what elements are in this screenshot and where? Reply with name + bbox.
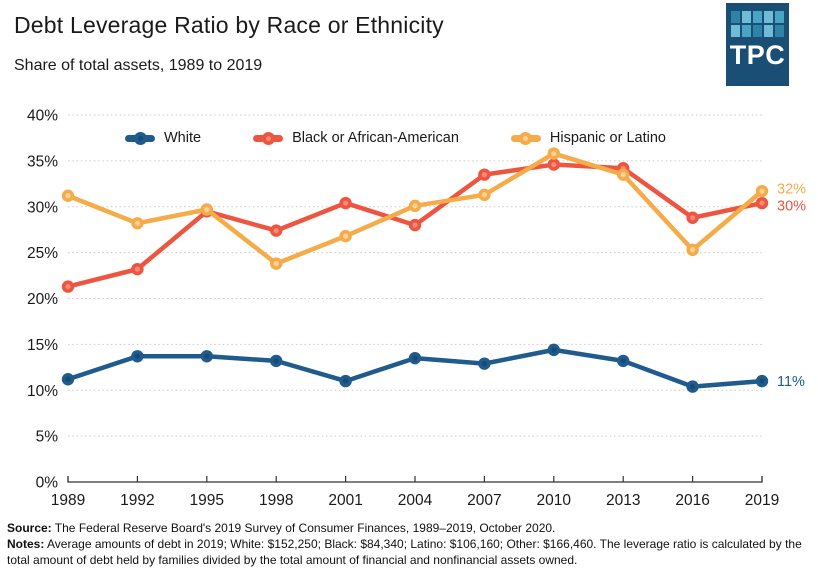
notes-label: Notes:	[7, 537, 45, 551]
legend-line-marker-icon	[125, 131, 155, 145]
chart-subtitle: Share of total assets, 1989 to 2019	[14, 57, 263, 74]
data-point-center	[204, 206, 210, 213]
chart-legend: White Black or African-American Hispanic o…	[125, 130, 666, 146]
logo-tile	[764, 25, 773, 37]
data-point-center	[551, 150, 557, 157]
y-tick-label: 20%	[27, 291, 58, 308]
legend-line-marker-icon	[253, 131, 284, 145]
x-tick-label: 1989	[51, 492, 85, 509]
source-text: The Federal Reserve Board's 2019 Survey …	[51, 521, 556, 535]
y-tick-label: 25%	[27, 245, 58, 262]
series-end-label: 11%	[777, 374, 805, 390]
tpc-logo: TPC	[726, 3, 789, 86]
series-end-label: 32%	[777, 182, 806, 198]
x-tick-label: 2001	[328, 492, 362, 509]
data-point-center	[481, 192, 487, 198]
x-tick-label: 2019	[745, 492, 779, 509]
y-tick-label: 0%	[36, 475, 59, 492]
data-point-center	[134, 353, 140, 359]
data-point-center	[551, 161, 557, 168]
logo-tile	[742, 25, 751, 37]
x-tick-label: 2010	[537, 492, 572, 509]
data-point-center	[690, 383, 696, 390]
series-end-label: 30%	[777, 199, 806, 215]
logo-tile	[753, 11, 762, 23]
data-point-center	[273, 358, 279, 364]
y-tick-label: 10%	[27, 383, 58, 400]
tpc-logo-text: TPC	[729, 40, 786, 70]
data-point-center	[481, 172, 487, 178]
x-tick-label: 2004	[398, 492, 433, 509]
x-tick-label: 1992	[120, 492, 154, 509]
tpc-logo-tiles-icon	[731, 11, 784, 37]
data-point-center	[343, 378, 349, 384]
data-point-center	[134, 220, 140, 226]
data-point-center	[759, 188, 765, 194]
logo-tile	[775, 11, 784, 23]
y-tick-label: 35%	[27, 153, 58, 170]
data-point-center	[620, 172, 626, 178]
logo-tile	[742, 11, 751, 23]
logo-tile	[764, 11, 773, 23]
x-tick-label: 2013	[606, 492, 640, 509]
logo-tile	[731, 11, 740, 23]
data-point-center	[343, 233, 349, 239]
legend-label: Black or African-American	[292, 130, 459, 146]
logo-tile	[753, 25, 762, 37]
data-point-center	[65, 283, 71, 290]
data-point-center	[412, 203, 418, 209]
legend-item-hispanic-or-latino: Hispanic or Latino	[510, 130, 666, 146]
y-tick-label: 5%	[36, 429, 59, 446]
data-point-center	[620, 358, 626, 364]
source-label: Source:	[7, 521, 52, 535]
logo-tile	[775, 25, 784, 37]
footer-source: Source: The Federal Reserve Board's 2019…	[7, 520, 803, 536]
data-point-center	[412, 222, 418, 228]
footer-notes: Notes: Average amounts of debt in 2019; …	[7, 536, 803, 568]
legend-item-white: White	[125, 130, 201, 146]
data-point-center	[273, 228, 279, 234]
x-tick-label: 1998	[259, 492, 293, 509]
data-point-center	[759, 378, 765, 384]
data-point-center	[134, 266, 140, 272]
y-tick-label: 30%	[27, 199, 58, 216]
y-tick-label: 15%	[27, 337, 58, 354]
data-point-center	[481, 361, 487, 367]
y-tick-label: 40%	[27, 108, 58, 125]
x-tick-label: 2016	[675, 492, 709, 509]
data-point-center	[273, 261, 279, 267]
data-point-center	[343, 200, 349, 206]
data-point-center	[65, 376, 71, 382]
data-point-center	[690, 215, 696, 221]
logo-tile	[731, 25, 740, 37]
data-point-center	[65, 193, 71, 199]
legend-label: Hispanic or Latino	[549, 130, 666, 146]
data-point-center	[204, 353, 210, 359]
chart-title: Debt Leverage Ratio by Race or Ethnicity	[14, 12, 444, 38]
data-point-center	[412, 355, 418, 361]
chart-footer: Source: The Federal Reserve Board's 2019…	[7, 520, 803, 568]
x-tick-label: 1995	[190, 492, 224, 509]
data-point-center	[690, 247, 696, 253]
notes-text: Average amounts of debt in 2019; White: …	[7, 537, 802, 567]
x-tick-label: 2007	[467, 492, 501, 509]
legend-line-marker-icon	[510, 131, 541, 145]
legend-item-black-or-african-american: Black or African-American	[253, 130, 459, 146]
legend-label: White	[164, 130, 202, 146]
data-point-center	[551, 347, 557, 353]
data-point-center	[759, 200, 765, 206]
